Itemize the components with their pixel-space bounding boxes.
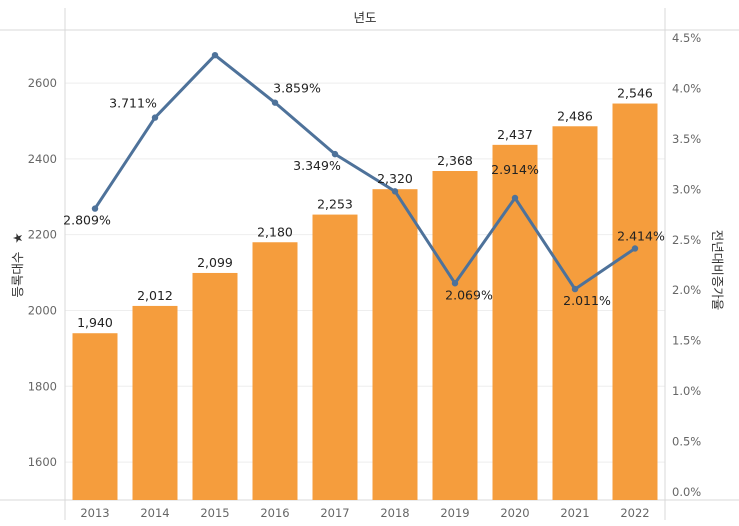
bar-label-2018: 2,320 bbox=[377, 171, 413, 186]
y-axis-title: 등록대수 ★ bbox=[10, 232, 25, 297]
x-tick-2016: 2016 bbox=[260, 506, 289, 520]
x-tick-2017: 2017 bbox=[320, 506, 349, 520]
bar-label-2013: 1,940 bbox=[77, 315, 113, 330]
bar-series bbox=[72, 103, 658, 501]
y2-tick-6: 3.0% bbox=[672, 182, 701, 196]
x-tick-2020: 2020 bbox=[500, 506, 529, 520]
y-tick-2600: 2600 bbox=[28, 76, 57, 90]
x-tick-2019: 2019 bbox=[440, 506, 469, 520]
y-tick-2400: 2400 bbox=[28, 152, 57, 166]
bar-2013 bbox=[72, 333, 118, 500]
y-tick-1800: 1800 bbox=[28, 379, 57, 393]
bar-2019 bbox=[432, 171, 478, 500]
axis-ticks: 2013 2014 2015 2016 2017 2018 2019 2020 2021 2022… bbox=[28, 31, 702, 520]
bar-label-2021: 2,486 bbox=[557, 108, 593, 123]
rate-label-2022: 2.414% bbox=[617, 228, 665, 243]
y2-tick-3: 1.5% bbox=[672, 334, 701, 348]
rate-point-2017 bbox=[331, 150, 339, 158]
rate-point-2018 bbox=[391, 188, 399, 195]
bar-label-2016: 2,180 bbox=[257, 224, 293, 239]
bar-2020 bbox=[492, 144, 538, 500]
bar-2021 bbox=[552, 126, 598, 500]
line-series bbox=[91, 51, 639, 293]
bar-label-2017: 2,253 bbox=[317, 197, 353, 212]
rate-label-2017: 3.349% bbox=[293, 158, 341, 173]
data-labels: 1,940 2,012 2,099 2,180 2,253 2,320 2,368 2,437… bbox=[63, 81, 665, 331]
rate-label-2020: 2.914% bbox=[491, 162, 539, 177]
x-tick-2014: 2014 bbox=[140, 506, 169, 520]
rate-label-2014: 3.711% bbox=[109, 96, 157, 111]
rate-point-2022 bbox=[631, 245, 639, 252]
bar-label-2022: 2,546 bbox=[617, 86, 653, 101]
x-tick-2021: 2021 bbox=[560, 506, 589, 520]
rate-label-2021: 2.011% bbox=[563, 293, 611, 308]
bar-label-2014: 2,012 bbox=[137, 288, 173, 303]
y-tick-2000: 2000 bbox=[28, 303, 57, 317]
x-tick-2013: 2013 bbox=[80, 506, 109, 520]
y2-tick-7: 3.5% bbox=[672, 132, 701, 146]
bar-2018 bbox=[372, 189, 418, 500]
y2-tick-1: 0.5% bbox=[672, 435, 701, 449]
bar-2014 bbox=[132, 305, 178, 500]
rate-point-2016 bbox=[271, 99, 279, 106]
y2-tick-5: 2.5% bbox=[672, 233, 701, 247]
y-tick-2200: 2200 bbox=[28, 228, 57, 242]
rate-point-2020 bbox=[511, 194, 519, 202]
y-tick-1600: 1600 bbox=[28, 455, 57, 469]
y2-tick-8: 4.0% bbox=[672, 81, 701, 95]
rate-label-2019: 2.069% bbox=[445, 287, 493, 302]
rate-point-2014 bbox=[151, 114, 159, 121]
bar-label-2015: 2,099 bbox=[197, 255, 233, 270]
bar-label-2020: 2,437 bbox=[497, 127, 533, 142]
y2-axis-title-text: 전년대비증가율 bbox=[710, 230, 725, 311]
bar-label-2019: 2,368 bbox=[437, 153, 473, 168]
y2-tick-2: 1.0% bbox=[672, 384, 701, 398]
bar-2015 bbox=[192, 272, 238, 500]
rate-point-2013 bbox=[91, 205, 99, 212]
bar-2022 bbox=[612, 103, 658, 500]
bar-2016 bbox=[252, 242, 298, 501]
rate-label-2016: 3.859% bbox=[273, 81, 321, 96]
bar-2017 bbox=[312, 214, 358, 500]
rate-point-2015 bbox=[211, 51, 219, 59]
column-header-year: 년도 bbox=[353, 10, 376, 25]
y2-axis-title: 전년대비증가율 bbox=[710, 230, 725, 311]
rate-label-2013: 2.809% bbox=[63, 213, 111, 228]
y2-tick-0: 0.0% bbox=[672, 485, 701, 499]
y-axis-title-text: 등록대수 bbox=[10, 252, 25, 298]
x-tick-2015: 2015 bbox=[200, 506, 229, 520]
y2-tick-4: 2.0% bbox=[672, 283, 701, 297]
svg-text:등록대수 ★: 등록대수 ★ bbox=[10, 232, 25, 297]
sort-star-icon[interactable]: ★ bbox=[10, 232, 25, 243]
rate-point-2019 bbox=[451, 280, 459, 287]
x-tick-2018: 2018 bbox=[380, 506, 409, 520]
rate-point-2021 bbox=[571, 285, 579, 293]
y2-tick-9: 4.5% bbox=[672, 31, 701, 45]
x-tick-2022: 2022 bbox=[620, 506, 649, 520]
rate-line bbox=[93, 53, 636, 291]
